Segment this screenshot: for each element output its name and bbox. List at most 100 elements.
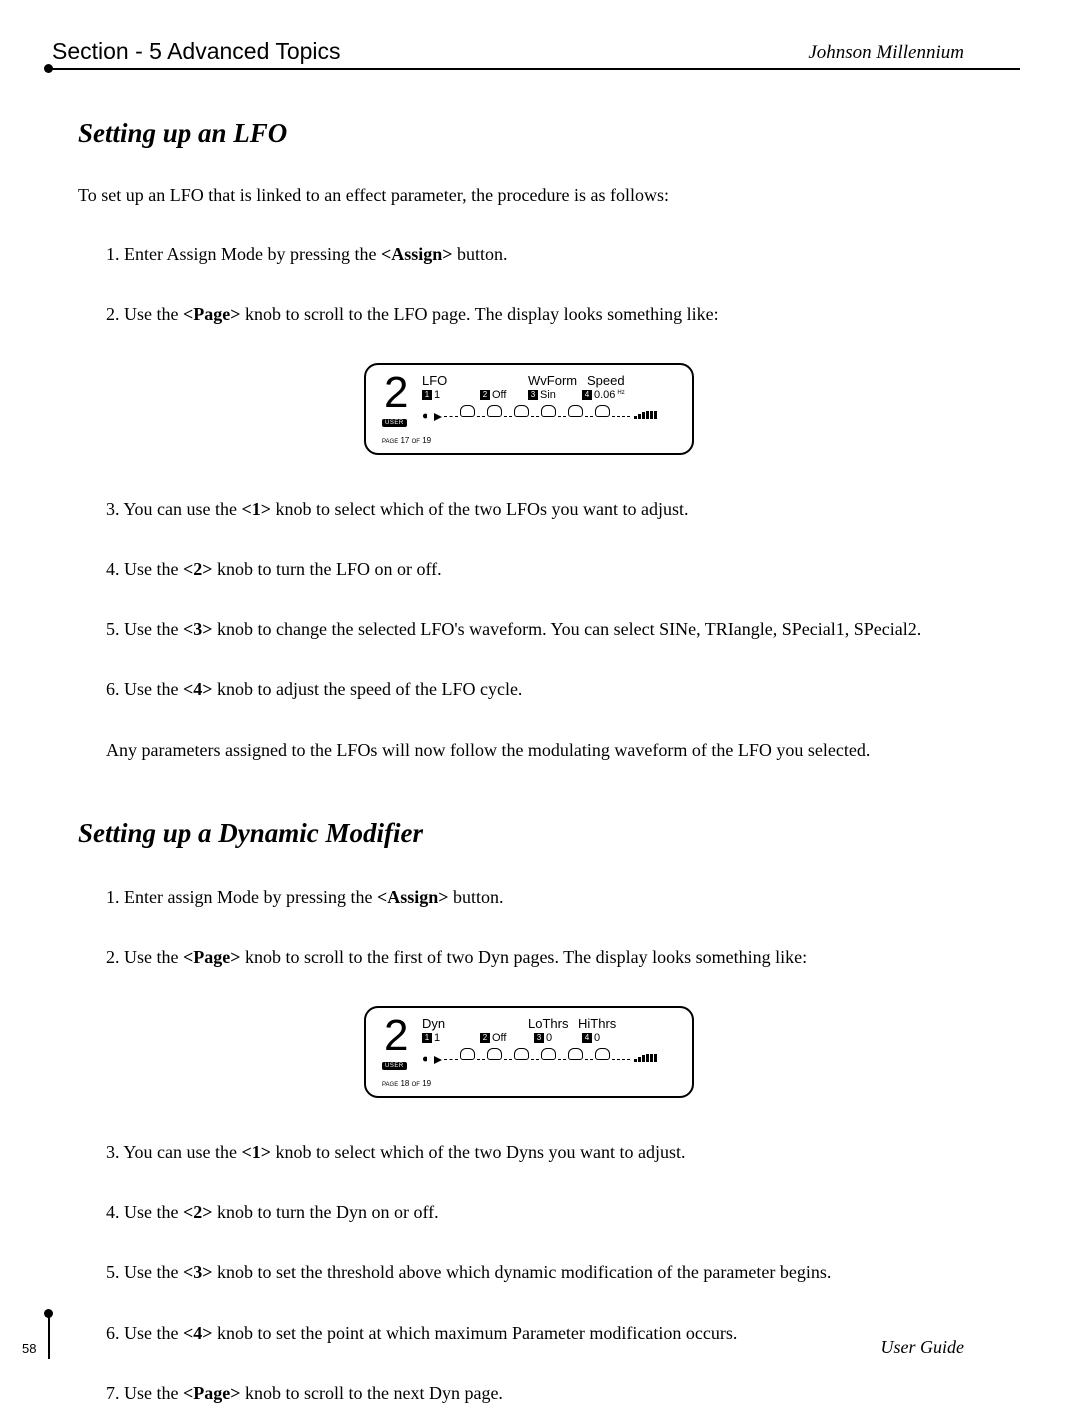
key-ref: <Assign>: [377, 887, 449, 907]
text: 4. Use the: [106, 1202, 183, 1222]
param-label-3: LoThrs: [528, 1016, 568, 1031]
dash-icon: [612, 1059, 630, 1060]
heading-dyn: Setting up a Dynamic Modifier: [78, 818, 980, 849]
key-ref: <2>: [183, 559, 213, 579]
knob-icon: [487, 1048, 502, 1060]
page-label: PAGE: [382, 439, 398, 445]
text: knob to scroll to the next Dyn page.: [240, 1383, 502, 1403]
text: button.: [449, 887, 504, 907]
dash-icon: [477, 416, 485, 417]
dash-icon: [585, 416, 593, 417]
display-user-badge: USER: [382, 1062, 407, 1070]
display-big-digit: 2: [384, 371, 408, 415]
hand-icon: [422, 409, 442, 423]
display-page-indicator: PAGE 18 OF 19: [382, 1079, 431, 1088]
dash-icon: [444, 1059, 458, 1060]
dyn-step-1: 1. Enter assign Mode by pressing the <As…: [106, 885, 980, 909]
param-label-1: Dyn: [422, 1016, 445, 1031]
dyn-step-4: 4. Use the <2> knob to turn the Dyn on o…: [106, 1200, 980, 1224]
lfo-step-2: 2. Use the <Page> knob to scroll to the …: [106, 302, 980, 326]
page-label: PAGE: [382, 1082, 398, 1088]
param-label-4: Speed: [587, 373, 625, 388]
key-ref: <1>: [242, 499, 272, 519]
text: knob to scroll to the first of two Dyn p…: [240, 947, 807, 967]
footer-guide-label: User Guide: [881, 1337, 965, 1358]
text: button.: [453, 244, 508, 264]
text: 3. You can use the: [106, 499, 242, 519]
lcd-display: 2 USER PAGE 17 OF 19 LFO WvForm Speed 11…: [364, 363, 694, 455]
dyn-step-3: 3. You can use the <1> knob to select wh…: [106, 1140, 980, 1164]
key-ref: <3>: [183, 1262, 213, 1282]
dash-icon: [585, 1059, 593, 1060]
dash-icon: [504, 416, 512, 417]
dash-icon: [612, 416, 630, 417]
key-ref: <Page>: [183, 304, 241, 324]
dyn-step-7: 7. Use the <Page> knob to scroll to the …: [106, 1381, 980, 1405]
text: knob to scroll to the LFO page. The disp…: [240, 304, 718, 324]
text: 2. Use the: [106, 304, 183, 324]
bars-icon: [634, 1054, 664, 1062]
text: knob to set the threshold above which dy…: [213, 1262, 832, 1282]
display-figure-dyn: 2 USER PAGE 18 OF 19 Dyn LoThrs HiThrs 1…: [78, 1006, 980, 1098]
text: knob to select which of the two Dyns you…: [271, 1142, 685, 1162]
text: 2. Use the: [106, 947, 183, 967]
lcd-display: 2 USER PAGE 18 OF 19 Dyn LoThrs HiThrs 1…: [364, 1006, 694, 1098]
key-ref: <Assign>: [381, 244, 453, 264]
display-user-badge: USER: [382, 419, 407, 427]
param-val-2: 2Off: [480, 389, 506, 401]
dyn-step-5: 5. Use the <3> knob to set the threshold…: [106, 1260, 980, 1284]
text: 1. Enter Assign Mode by pressing the: [106, 244, 381, 264]
param-val-2: 2Off: [480, 1032, 506, 1044]
key-ref: <2>: [183, 1202, 213, 1222]
knob-icon: [487, 405, 502, 417]
knob-icon: [514, 1048, 529, 1060]
brand-label: Johnson Millennium: [808, 42, 964, 64]
section-label: Section - 5 Advanced Topics: [52, 38, 341, 65]
hand-icon: [422, 1052, 442, 1066]
page: Section - 5 Advanced Topics Johnson Mill…: [0, 0, 1080, 1397]
text: knob to adjust the speed of the LFO cycl…: [213, 679, 523, 699]
dash-icon: [444, 416, 458, 417]
lfo-note: Any parameters assigned to the LFOs will…: [106, 738, 980, 762]
lfo-step-5: 5. Use the <3> knob to change the select…: [106, 617, 980, 641]
param-val-1: 11: [422, 1032, 440, 1044]
param-val-3: 30: [534, 1032, 552, 1044]
page-of: OF: [412, 1082, 420, 1088]
knob-icon: [541, 1048, 556, 1060]
dash-icon: [504, 1059, 512, 1060]
param-val-1: 11: [422, 389, 440, 401]
key-ref: <Page>: [183, 1383, 241, 1403]
key-ref: <Page>: [183, 947, 241, 967]
knob-icon: [541, 405, 556, 417]
param-label-3: WvForm: [528, 373, 577, 388]
page-number: 58: [22, 1341, 36, 1356]
lfo-step-1: 1. Enter Assign Mode by pressing the <As…: [106, 242, 980, 266]
lfo-step-3: 3. You can use the <1> knob to select wh…: [106, 497, 980, 521]
lfo-step-4: 4. Use the <2> knob to turn the LFO on o…: [106, 557, 980, 581]
dash-icon: [477, 1059, 485, 1060]
param-label-1: LFO: [422, 373, 447, 388]
param-label-4: HiThrs: [578, 1016, 616, 1031]
page-cur: 17: [400, 436, 409, 445]
param-val-4: 40: [582, 1032, 600, 1044]
display-figure-lfo: 2 USER PAGE 17 OF 19 LFO WvForm Speed 11…: [78, 363, 980, 455]
dyn-step-2: 2. Use the <Page> knob to scroll to the …: [106, 945, 980, 969]
knob-icon: [460, 405, 475, 417]
knob-icon: [595, 405, 610, 417]
knob-icon: [568, 1048, 583, 1060]
text: 5. Use the: [106, 619, 183, 639]
text: knob to select which of the two LFOs you…: [271, 499, 688, 519]
text: 3. You can use the: [106, 1142, 242, 1162]
dash-icon: [531, 1059, 539, 1060]
page-footer: 58 User Guide: [48, 1313, 960, 1359]
knob-icon: [514, 405, 529, 417]
dash-icon: [531, 416, 539, 417]
page-body: Setting up an LFO To set up an LFO that …: [48, 72, 1020, 1405]
text: 4. Use the: [106, 559, 183, 579]
bars-icon: [634, 411, 664, 419]
text: knob to change the selected LFO's wavefo…: [213, 619, 922, 639]
page-total: 19: [422, 1079, 431, 1088]
display-knob-row: [422, 405, 678, 427]
dash-icon: [558, 416, 566, 417]
text: 7. Use the: [106, 1383, 183, 1403]
